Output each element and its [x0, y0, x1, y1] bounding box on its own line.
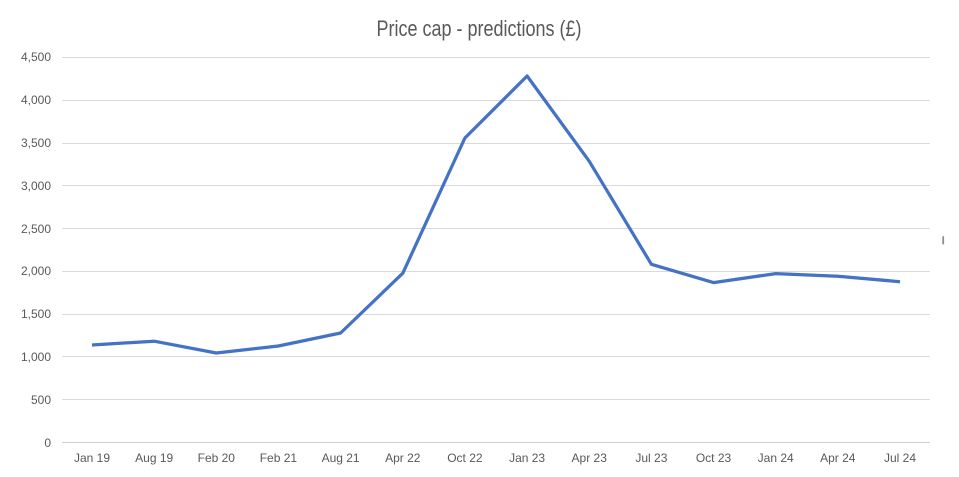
svg-text:1,500: 1,500	[21, 307, 51, 321]
svg-text:Oct 22: Oct 22	[447, 451, 483, 465]
svg-text:Apr 24: Apr 24	[820, 451, 856, 465]
svg-text:1,000: 1,000	[21, 350, 51, 364]
svg-text:Feb 20: Feb 20	[198, 451, 236, 465]
svg-text:2,000: 2,000	[21, 264, 51, 278]
svg-text:Jan 19: Jan 19	[74, 451, 110, 465]
svg-text:Jul 24: Jul 24	[884, 451, 916, 465]
svg-text:500: 500	[31, 393, 51, 407]
svg-text:Oct 23: Oct 23	[696, 451, 732, 465]
svg-text:Jul 23: Jul 23	[635, 451, 667, 465]
svg-text:0: 0	[44, 436, 51, 450]
svg-text:Apr 23: Apr 23	[572, 451, 608, 465]
svg-text:2,500: 2,500	[21, 222, 51, 236]
svg-text:3,500: 3,500	[21, 136, 51, 150]
svg-text:Feb 21: Feb 21	[260, 451, 298, 465]
svg-text:4,500: 4,500	[21, 50, 51, 64]
svg-text:Aug 21: Aug 21	[322, 451, 360, 465]
svg-text:Jan 24: Jan 24	[758, 451, 794, 465]
svg-text:Apr 22: Apr 22	[385, 451, 421, 465]
svg-text:Price cap - predictions (£): Price cap - predictions (£)	[377, 16, 582, 41]
svg-text:4,000: 4,000	[21, 93, 51, 107]
svg-text:3,000: 3,000	[21, 179, 51, 193]
svg-text:Jan 23: Jan 23	[509, 451, 545, 465]
svg-text:Aug 19: Aug 19	[135, 451, 173, 465]
